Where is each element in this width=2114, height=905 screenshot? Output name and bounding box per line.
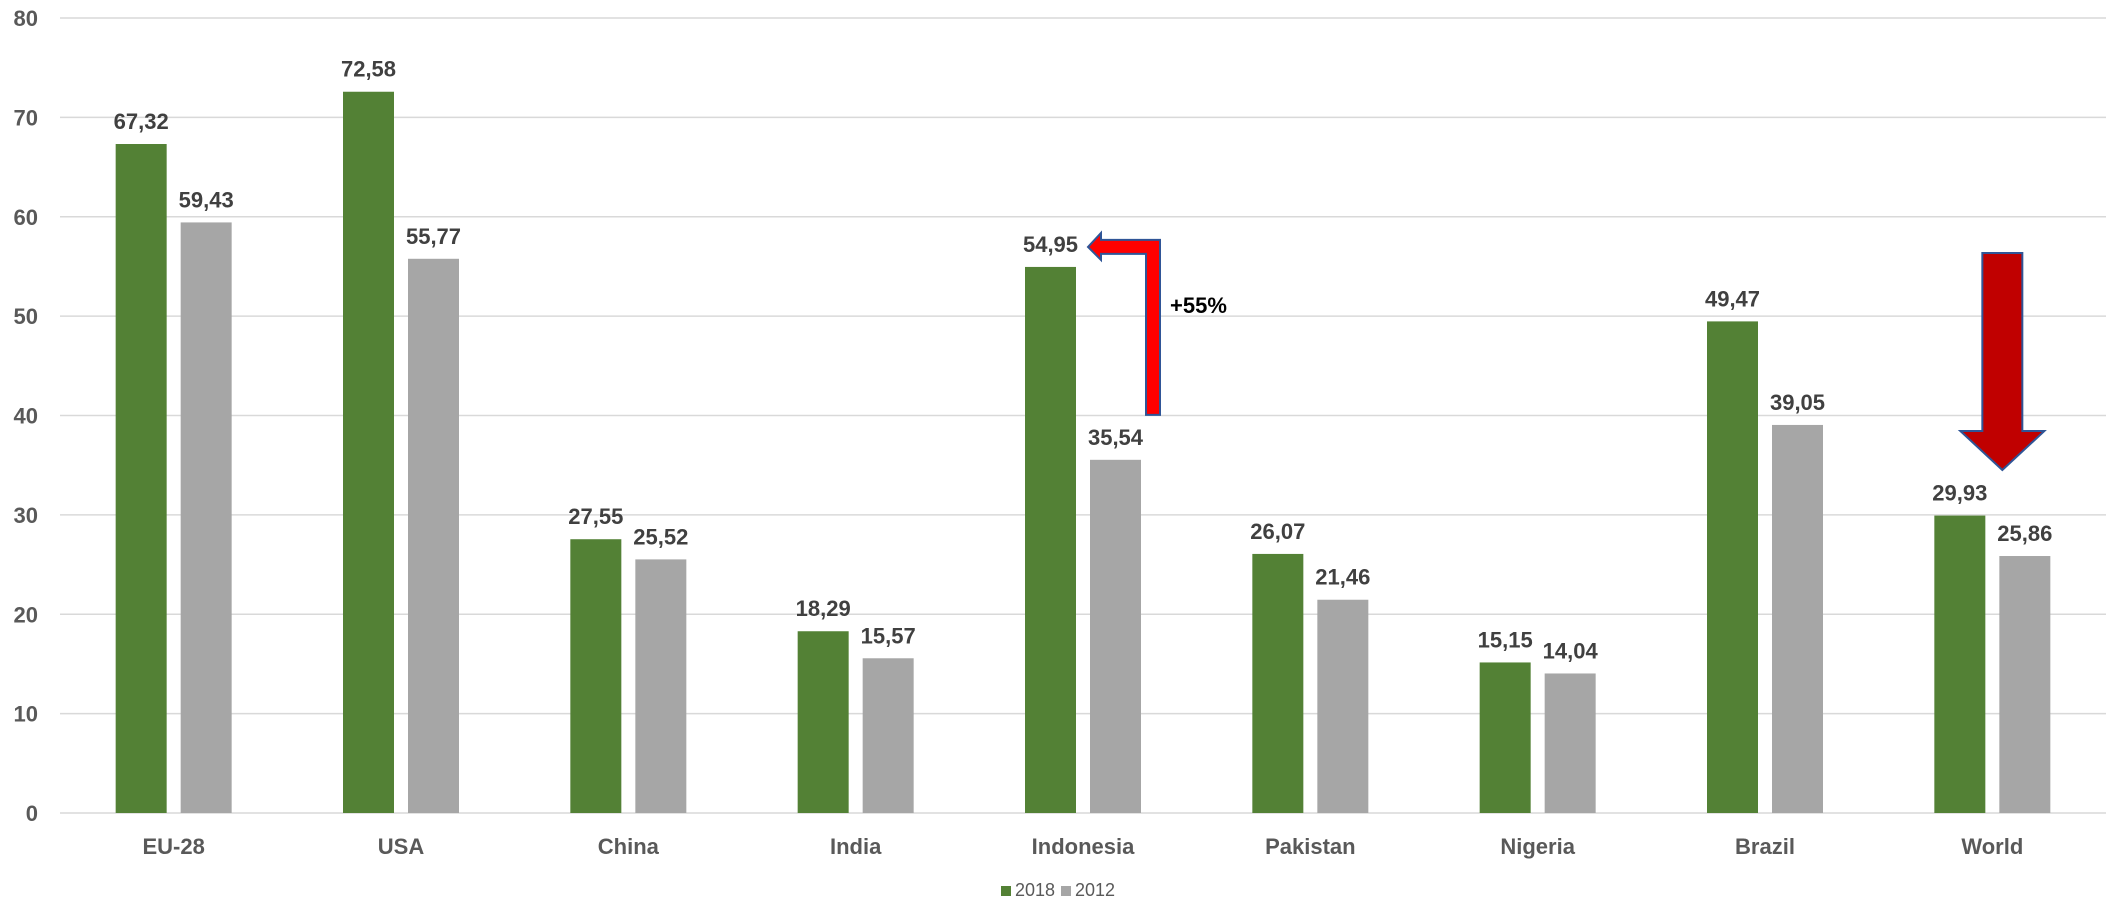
- y-tick-label: 40: [14, 404, 38, 429]
- legend-label: 2012: [1075, 880, 1115, 900]
- data-label: 26,07: [1250, 519, 1305, 544]
- y-axis-ticks: 0 10 20 30 40 50 60 70 80: [14, 6, 38, 826]
- data-label: 29,93: [1932, 481, 1987, 506]
- x-category-label: Nigeria: [1500, 834, 1575, 859]
- annotations: +55%: [1086, 230, 2047, 472]
- x-category-label: Indonesia: [1032, 834, 1135, 859]
- bar-2018-china: [570, 539, 622, 813]
- decrease-arrow-icon: [1957, 252, 2047, 472]
- legend-swatch-2012: [1061, 886, 1071, 896]
- data-label: 15,57: [861, 623, 916, 648]
- gridlines: [60, 17, 2106, 814]
- y-tick-label: 10: [14, 702, 38, 727]
- bar-2012-usa: [408, 258, 459, 813]
- y-tick-label: 80: [14, 6, 38, 31]
- bar-2018-nigeria: [1479, 662, 1531, 813]
- x-category-label: EU-28: [142, 834, 204, 859]
- bar-2018-world: [1934, 515, 1986, 813]
- increase-arrow-icon: [1086, 230, 1161, 416]
- data-label: 72,58: [341, 57, 396, 82]
- legend-swatch-2018: [1001, 886, 1011, 896]
- data-label: 25,52: [633, 524, 688, 549]
- data-label: 18,29: [796, 596, 851, 621]
- bar-2018-pakistan: [1252, 553, 1304, 813]
- data-label: 54,95: [1023, 232, 1078, 257]
- data-label: 67,32: [114, 109, 169, 134]
- x-axis-categories: EU-28 USA China India Indonesia Pakistan Niger…: [142, 834, 2023, 859]
- data-label: 27,55: [568, 504, 623, 529]
- data-label: 35,54: [1088, 425, 1144, 450]
- bar-2012-pakistan: [1317, 599, 1369, 813]
- bar-2012-india: [862, 658, 914, 813]
- x-category-label: India: [830, 834, 882, 859]
- bar-2018-indonesia: [1025, 266, 1076, 813]
- y-tick-label: 0: [26, 801, 38, 826]
- y-tick-label: 50: [14, 304, 38, 329]
- bar-2012-china: [635, 559, 687, 813]
- legend-label: 2018: [1015, 880, 1055, 900]
- data-label: 49,47: [1705, 286, 1760, 311]
- bar-2012-world: [1999, 556, 2051, 813]
- bar-2018-india: [797, 631, 849, 813]
- y-tick-label: 30: [14, 503, 38, 528]
- x-category-label: World: [1961, 834, 2023, 859]
- legend: 2018 2012: [1001, 880, 1115, 900]
- bar-2018-brazil: [1707, 321, 1758, 813]
- increase-percent-label: +55%: [1170, 293, 1227, 318]
- y-tick-label: 70: [14, 105, 38, 130]
- data-label: 21,46: [1315, 565, 1370, 590]
- bars: [115, 91, 2051, 813]
- x-category-label: Brazil: [1735, 834, 1795, 859]
- data-label: 25,86: [1997, 521, 2052, 546]
- data-label: 15,15: [1478, 627, 1533, 652]
- bar-2018-usa: [343, 91, 394, 813]
- data-label: 59,43: [179, 187, 234, 212]
- bar-2012-nigeria: [1544, 673, 1596, 813]
- bar-2018-eu-28: [115, 144, 167, 813]
- bar-2012-indonesia: [1090, 459, 1141, 813]
- data-labels: 67,32 72,58 27,55 18,29 54,95 26,07 15,15 49,47…: [114, 57, 2053, 664]
- x-category-label: USA: [378, 834, 425, 859]
- data-label: 39,05: [1770, 390, 1825, 415]
- y-tick-label: 60: [14, 205, 38, 230]
- x-category-label: China: [598, 834, 660, 859]
- x-category-label: Pakistan: [1265, 834, 1356, 859]
- bar-2012-eu-28: [180, 222, 232, 813]
- data-label: 55,77: [406, 224, 461, 249]
- bar-2012-brazil: [1772, 424, 1823, 813]
- data-label: 14,04: [1543, 638, 1599, 663]
- y-tick-label: 20: [14, 602, 38, 627]
